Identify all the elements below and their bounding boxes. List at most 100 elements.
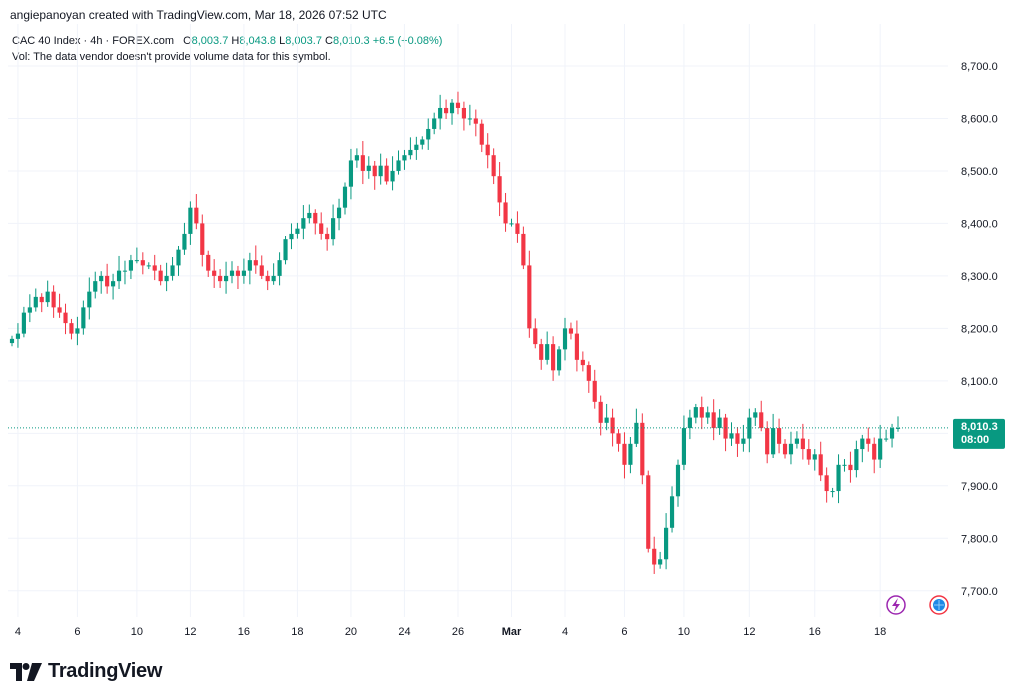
candle-body [652,548,657,565]
candle-body [259,265,264,276]
candle-body [164,275,169,282]
candle-body [461,107,467,119]
candle-body [111,281,116,287]
candle-body [455,102,461,108]
candle-body [699,407,704,418]
candle-body [57,307,62,313]
candle-body [99,275,104,282]
created-by-caption: angiepanoyan created with TradingView.co… [10,8,387,22]
high-label: H [231,35,240,47]
candle-body [860,438,865,450]
candle-body [485,144,490,156]
candle-body [872,443,877,460]
x-tick-label: 16 [809,626,821,638]
candle-body [693,407,698,418]
candle-body [313,212,318,224]
x-tick-label: 24 [398,626,410,638]
candle-body [235,270,241,276]
candle-body [182,233,187,250]
candle-body [735,433,740,444]
candle-body [717,417,722,429]
candle-body [681,428,687,465]
candle-body [15,333,21,339]
candle-body [741,438,746,444]
candle-body [301,218,306,229]
candle-body [812,454,817,460]
candle-body [63,312,68,324]
candle-body [188,207,193,234]
candle-body [616,433,621,444]
open-label: O [183,35,192,47]
candle-body [295,228,300,234]
price-tag: 8,010.3 08:00 [953,418,1005,449]
globe-flag-icon[interactable] [929,595,949,615]
y-tick-label: 7,800.0 [961,533,998,545]
candle-body [568,328,574,334]
candle-body [39,296,44,303]
x-tick-label: 12 [184,626,196,638]
candle-body [75,328,80,334]
tradingview-brand: TradingView [48,660,163,682]
candle-body [628,443,633,465]
candle-body [372,165,377,177]
close-label: C [325,35,333,47]
candle-body [646,475,651,549]
x-tick-label: 16 [238,626,250,638]
candle-body [836,464,841,492]
candle-body [331,218,336,240]
candle-body [105,275,110,287]
x-tick-label: Mar [502,626,522,638]
x-tick-label: 10 [131,626,143,638]
candle-body [830,491,835,493]
candle-body [51,291,56,308]
price-tag-time: 08:00 [961,434,989,446]
candle-body [307,212,312,219]
candle-body [348,160,354,187]
y-tick-label: 8,600.0 [961,113,998,125]
price-tag-box [953,418,1005,449]
tradingview-footer[interactable]: TradingView [10,660,162,683]
x-tick-label: 20 [345,626,357,638]
x-tick-label: 10 [678,626,690,638]
candle-body [598,401,603,423]
candle-body [592,380,597,402]
candle-body [366,165,371,171]
candle-body [336,207,342,219]
x-tick-label: 4 [15,626,21,638]
symbol-title[interactable]: CAC 40 Index · 4h · FOREX.com [12,35,174,47]
open-value: 8,003.7 [191,35,229,47]
candle-body [354,155,359,161]
candle-body [247,260,252,271]
candle-body [265,275,270,282]
x-tick-label: 26 [452,626,464,638]
candle-body [152,265,157,271]
y-tick-label: 7,700.0 [961,586,998,598]
candle-body [800,438,805,450]
candle-body [491,155,496,177]
candle-body [788,443,794,455]
candle-body [176,249,181,266]
candle-body [414,144,419,150]
candle-body [378,165,383,177]
candle-body [515,223,520,234]
candle-body [878,438,883,460]
candle-body [408,149,413,156]
candle-body [218,275,223,282]
candle-body [283,239,288,261]
candle-body [360,155,365,171]
price-tag-price: 8,010.3 [961,421,998,433]
candle-body [194,207,199,224]
candle-body [289,233,294,240]
candle-body [402,155,407,161]
candle-body [87,291,92,308]
candle-body [562,328,568,350]
lightning-icon[interactable] [886,595,906,615]
candle-body [842,464,847,466]
change-value: +6.5 (+0.08%) [372,35,443,47]
candle-body [711,412,716,429]
chart-grid [8,24,948,617]
candle-body [122,270,128,272]
candle-body [33,296,38,308]
y-tick-label: 8,500.0 [961,166,998,178]
